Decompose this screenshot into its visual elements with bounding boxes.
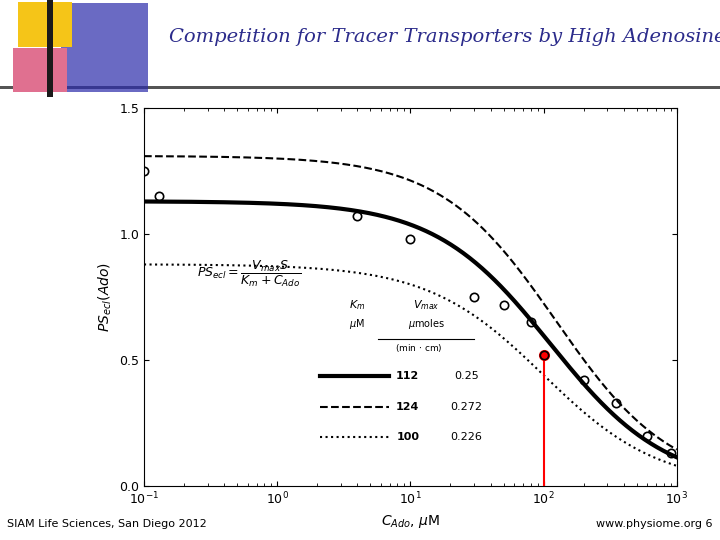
Text: 112: 112 (396, 372, 419, 381)
Bar (0, 85, 720, 90)
Text: SIAM Life Sciences, San Diego 2012: SIAM Life Sciences, San Diego 2012 (7, 519, 207, 529)
Text: 100: 100 (396, 432, 419, 442)
Bar (18, 2, 72, 46)
Text: Competition for Tracer Transporters by High Adenosine: Competition for Tracer Transporters by H… (169, 28, 720, 46)
Bar (13, 48, 67, 92)
Text: (min $\cdot$ cm): (min $\cdot$ cm) (395, 342, 442, 354)
Bar (47, 0, 53, 97)
Text: $K_m$: $K_m$ (349, 298, 365, 312)
Text: www.physiome.org 6: www.physiome.org 6 (596, 519, 713, 529)
Text: $\mu$M: $\mu$M (349, 317, 365, 331)
Y-axis label: $PS_{ecl}(Ado)$: $PS_{ecl}(Ado)$ (96, 262, 114, 332)
Text: $PS_{ecl} = \dfrac{V_{max}S}{K_m + C_{Ado}}$: $PS_{ecl} = \dfrac{V_{max}S}{K_m + C_{Ad… (197, 259, 302, 289)
Text: 0.226: 0.226 (451, 432, 482, 442)
Text: $V_{max}$: $V_{max}$ (413, 298, 440, 312)
Bar (61, 3, 148, 92)
X-axis label: $C_{Ado}$, $\mu$M: $C_{Ado}$, $\mu$M (381, 513, 440, 530)
Text: $\mu$moles: $\mu$moles (408, 317, 445, 331)
Text: 124: 124 (396, 402, 420, 411)
Text: 0.25: 0.25 (454, 372, 479, 381)
Text: 0.272: 0.272 (450, 402, 482, 411)
